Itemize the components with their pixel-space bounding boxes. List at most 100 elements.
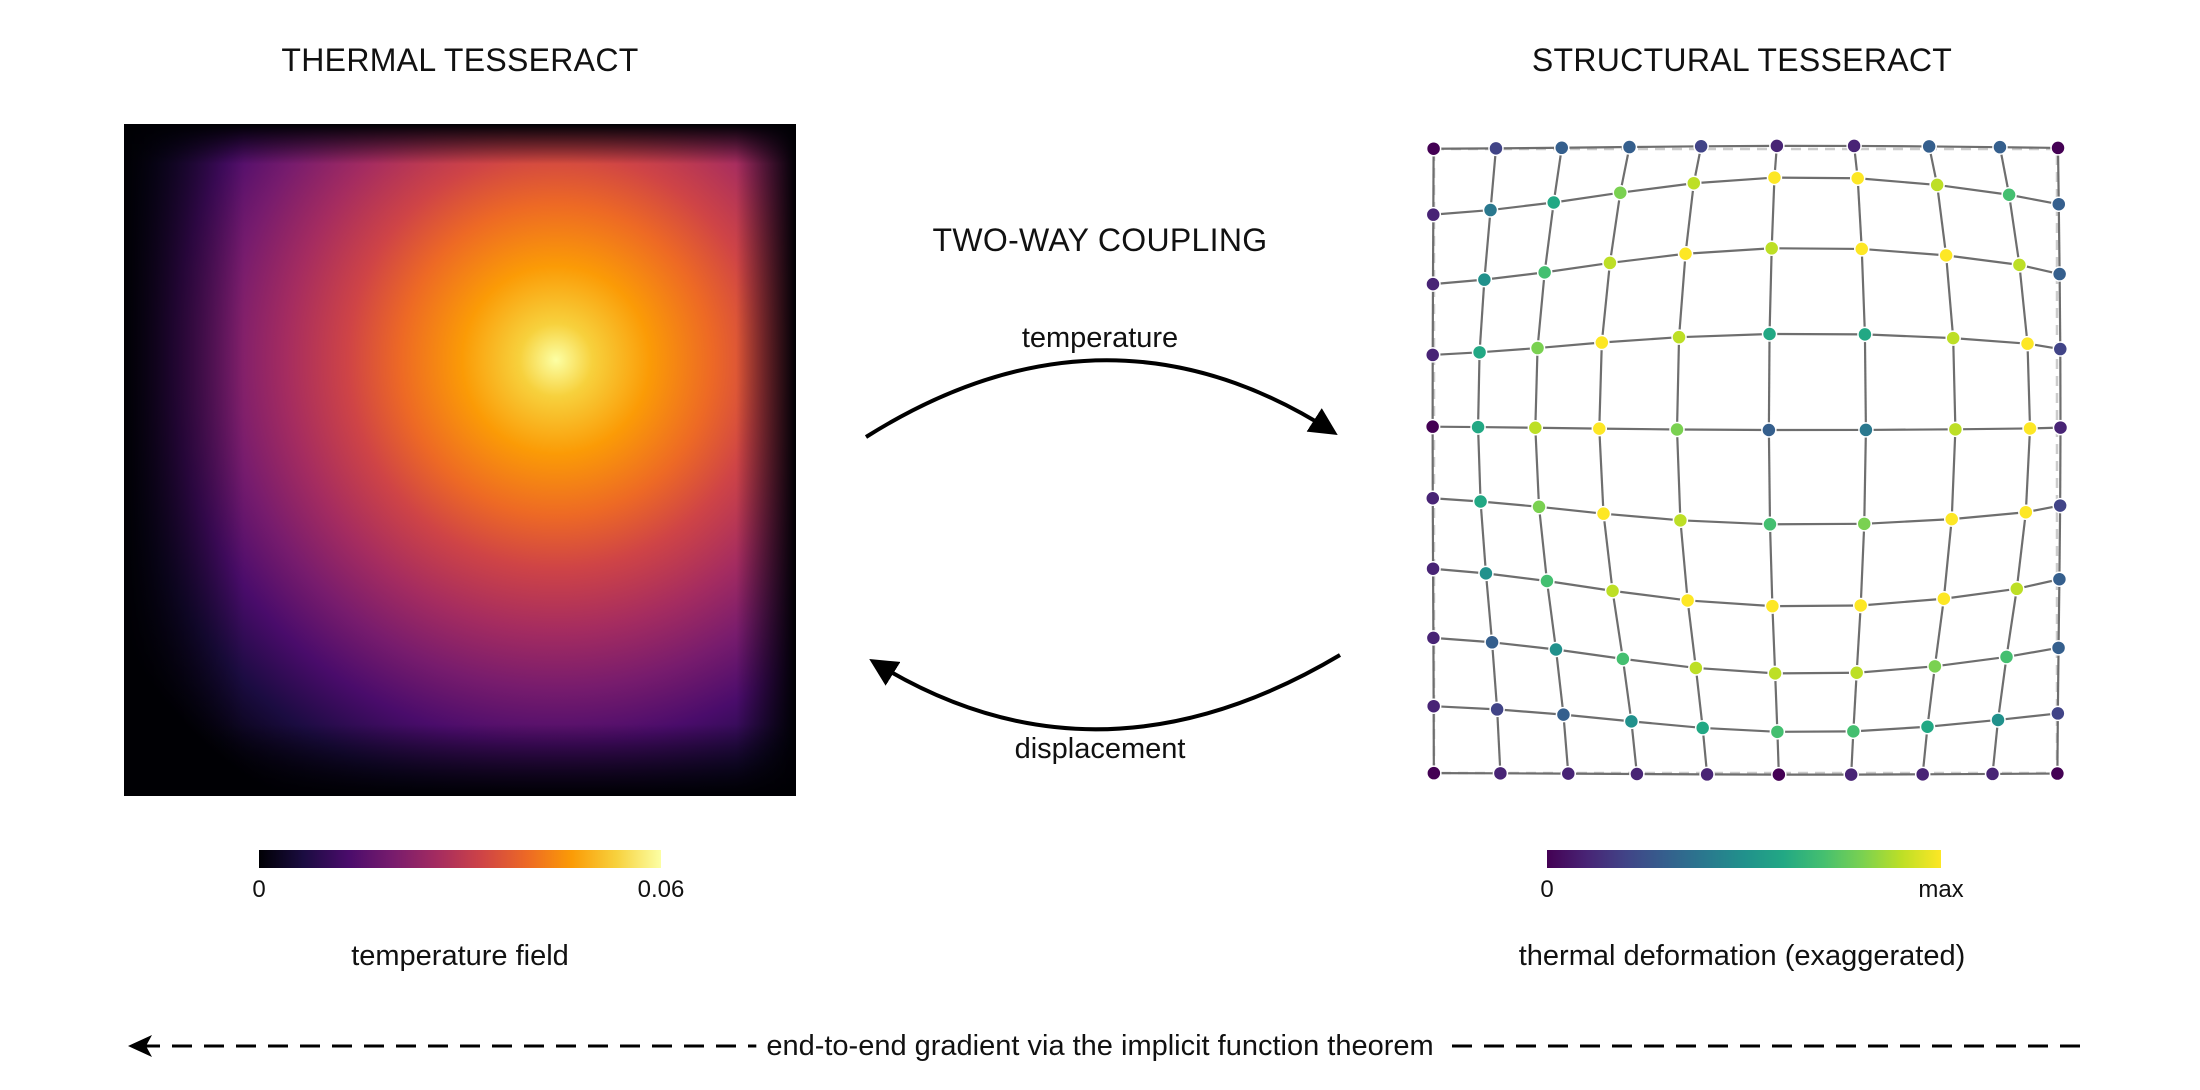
mesh-edge — [1950, 429, 1957, 520]
mesh-node — [1424, 347, 1441, 363]
mesh-node — [1602, 255, 1618, 271]
mesh-edge — [1432, 567, 1487, 575]
mesh-node — [1560, 765, 1577, 782]
structural-panel-title: STRUCTURAL TESSERACT — [1531, 42, 1953, 78]
mesh-node — [1488, 140, 1504, 157]
mesh-edge — [2056, 147, 2060, 205]
mesh-node — [1921, 138, 1937, 155]
mesh-edge — [1936, 184, 1948, 256]
mesh-node — [1848, 664, 1865, 681]
mesh-edge — [1598, 428, 1605, 514]
mesh-edge — [1702, 726, 1778, 733]
mesh-node — [1478, 565, 1494, 582]
mesh-edge — [1537, 506, 1549, 582]
mesh-edge — [1495, 146, 1562, 150]
mesh-edge — [2058, 274, 2062, 350]
mesh-edge — [1677, 253, 1687, 338]
mesh-edge — [2006, 646, 2059, 659]
mesh-node — [1425, 140, 1442, 157]
mesh-node — [1536, 264, 1553, 281]
mesh-node — [2052, 419, 2069, 436]
coupling-title: TWO-WAY COUPLING — [932, 222, 1268, 258]
mesh-edge — [1770, 177, 1776, 249]
mesh-edge — [1496, 709, 1502, 774]
displacement-coupling-arrow — [869, 653, 1342, 732]
mesh-edge — [1768, 248, 1773, 335]
mesh-node — [2001, 187, 2017, 203]
mesh-edge — [1553, 191, 1621, 204]
mesh-edge — [1484, 271, 1545, 281]
mesh-node — [1852, 597, 1869, 614]
mesh-node — [1545, 194, 1562, 211]
mesh-edge — [1945, 254, 2020, 266]
mesh-edge — [1537, 341, 1602, 350]
undeformed-outline — [1432, 147, 2059, 775]
mesh-edge — [1953, 337, 2028, 345]
mesh-edge — [1680, 519, 1771, 526]
mesh-edge — [1861, 247, 1947, 257]
gradient-footer-text: end-to-end gradient via the implicit fun… — [756, 1030, 1444, 1063]
mesh-edge — [1555, 648, 1624, 660]
mesh-node — [1425, 490, 1441, 507]
mesh-edge — [1767, 333, 1771, 430]
mesh-node — [1769, 724, 1786, 740]
mesh-edge — [1864, 518, 1952, 525]
mesh-edge — [1433, 636, 1493, 644]
mesh-node — [1425, 206, 1442, 223]
mesh-node — [1489, 701, 1505, 718]
mesh-edge — [2056, 647, 2060, 714]
mesh-node — [2049, 765, 2066, 782]
mesh-edge — [1998, 146, 2011, 195]
mesh-edge — [1933, 598, 1945, 667]
mesh-edge — [1679, 520, 1689, 601]
mesh-node — [1914, 766, 1931, 783]
mesh-edge — [1535, 426, 1600, 430]
mesh-edge — [1536, 272, 1546, 349]
mesh-edge — [1602, 513, 1614, 591]
mesh-node — [1669, 421, 1685, 438]
mesh-edge — [1483, 209, 1492, 280]
mesh-edge — [1687, 599, 1773, 608]
mesh-edge — [1543, 202, 1555, 273]
mesh-edge — [1999, 146, 2059, 150]
mesh-node — [1762, 516, 1778, 533]
mesh-edge — [1479, 346, 1538, 354]
mesh-node — [1471, 344, 1488, 361]
mesh-edge — [1600, 262, 1612, 343]
mesh-node — [1699, 766, 1715, 783]
mesh-edge — [1677, 428, 1769, 432]
mesh-edge — [1694, 667, 1704, 729]
mesh-edge — [2024, 428, 2032, 513]
mesh-edge — [1620, 182, 1694, 194]
mesh-edge — [1860, 248, 1867, 335]
mesh-edge — [1852, 672, 1858, 732]
mesh-edge — [1476, 427, 1482, 502]
mesh-edge — [1686, 600, 1697, 669]
mesh-node — [2022, 420, 2038, 437]
mesh-node — [1763, 240, 1780, 257]
mesh-node — [1761, 422, 1777, 438]
mesh-edge — [1544, 261, 1611, 274]
mesh-node — [1929, 177, 1945, 193]
mesh-edge — [1561, 145, 1630, 149]
mesh-node — [1426, 765, 1442, 781]
mesh-edge — [1768, 524, 1774, 607]
mesh-node — [1992, 139, 2008, 155]
mesh-edge — [2026, 343, 2032, 429]
temperature-coupling-arrow — [864, 358, 1338, 439]
mesh-edge — [1934, 655, 2007, 668]
mesh-node — [2052, 497, 2068, 514]
temperature-colorbar-max: 0.06 — [637, 876, 685, 903]
mesh-edge — [2008, 193, 2059, 206]
mesh-edge — [1478, 279, 1486, 353]
mesh-edge — [1996, 656, 2008, 721]
mesh-edge — [1929, 145, 2000, 149]
mesh-edge — [1478, 425, 1536, 429]
mesh-edge — [1927, 718, 1999, 728]
mesh-edge — [1856, 665, 1935, 674]
mesh-edge — [1693, 176, 1775, 185]
mesh-edge — [1631, 720, 1703, 730]
mesh-node — [1846, 138, 1862, 154]
mesh-edge — [1695, 666, 1776, 675]
mesh-node — [1623, 713, 1640, 730]
